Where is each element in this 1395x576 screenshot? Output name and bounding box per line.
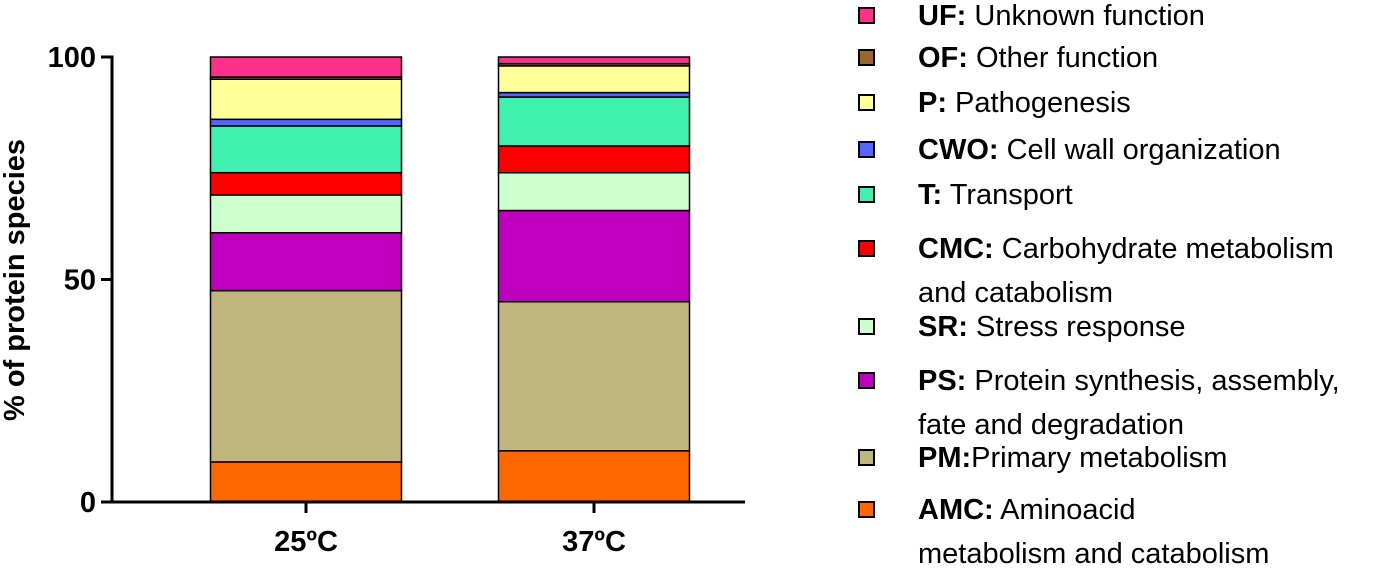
bar-segment-pm-0 [209, 289, 403, 463]
legend-swatch [858, 186, 875, 203]
legend-code: T: [918, 179, 943, 211]
legend-code: P: [918, 87, 947, 119]
y-tick-label: 100 [48, 42, 96, 74]
legend-swatch [858, 372, 875, 389]
bar-segment-amc-0 [209, 461, 403, 503]
legend-label-line: P: Pathogenesis [918, 81, 1131, 125]
legend-code: OF: [918, 42, 968, 74]
legend-code: CMC: [918, 233, 994, 265]
legend-label-line: metabolism and catabolism [918, 532, 1269, 576]
legend-description: Protein synthesis, assembly, [966, 365, 1340, 397]
legend-label-line: PS: Protein synthesis, assembly, [918, 359, 1340, 403]
y-tick-label: 50 [64, 265, 96, 297]
bar-segment-sr-0 [209, 194, 403, 234]
bar-segment-pm-1 [497, 301, 691, 452]
bar-segment-ps-0 [209, 232, 403, 292]
legend-label-line: T: Transport [918, 173, 1073, 217]
bar-segment-t-0 [209, 125, 403, 174]
x-axis-ticks: 25ºC 37ºC [274, 502, 626, 558]
legend-code: AMC: [918, 494, 994, 526]
legend-label-line: AMC: Aminoacid [918, 488, 1136, 532]
legend-description: fate and degradation [918, 409, 1185, 441]
legend-description: Other function [967, 42, 1159, 74]
legend-label-line: SR: Stress response [918, 305, 1186, 349]
bars-group [209, 56, 691, 503]
legend-description: and catabolism [918, 277, 1114, 309]
legend-label-line: and catabolism [918, 271, 1113, 315]
legend-description: metabolism and catabolism [918, 538, 1270, 570]
legend-description: Transport [942, 179, 1073, 211]
legend-description: Unknown function [966, 0, 1205, 32]
bar-segment-ps-1 [497, 209, 691, 303]
legend-description: Cell wall organization [998, 134, 1281, 166]
bar-segment-t-1 [497, 96, 691, 147]
bar-segment-cmc-0 [209, 171, 403, 196]
legend-swatch [858, 7, 875, 24]
legend-label-line: OF: Other function [918, 36, 1158, 80]
bar-segment-p-0 [209, 78, 403, 121]
legend-swatch [858, 94, 875, 111]
legend-description: Stress response [967, 311, 1186, 343]
legend-code: CWO: [918, 134, 999, 166]
legend-code: SR: [918, 311, 968, 343]
y-axis-label: % of protein species [0, 139, 31, 421]
legend-code: PM: [918, 442, 972, 474]
legend-description: Primary metabolism [971, 442, 1228, 474]
legend-swatch [858, 240, 875, 257]
x-tick-label: 37ºC [562, 526, 626, 558]
legend-label-line: CWO: Cell wall organization [918, 128, 1281, 172]
bar-segment-p-1 [497, 65, 691, 94]
legend-description: Aminoacid [993, 494, 1136, 526]
legend-label-line: fate and degradation [918, 403, 1184, 447]
legend-label-line: CMC: Carbohydrate metabolism [918, 227, 1334, 271]
legend-description: Carbohydrate metabolism [993, 233, 1334, 265]
legend-label-line: UF: Unknown function [918, 0, 1205, 38]
y-tick-label: 0 [80, 487, 96, 519]
bar-segment-uf-1 [497, 56, 691, 65]
legend-description: Pathogenesis [947, 87, 1131, 119]
bar-segment-uf-0 [209, 56, 403, 78]
y-axis-ticks: 0 50 100 [48, 42, 112, 519]
x-tick-label: 25ºC [274, 526, 338, 558]
legend-code: UF: [918, 0, 967, 32]
legend-swatch [858, 318, 875, 335]
legend-swatch [858, 141, 875, 158]
legend-code: PS: [918, 365, 967, 397]
legend-swatch [858, 449, 875, 466]
bar-segment-amc-1 [497, 450, 691, 503]
legend-label-line: PM:Primary metabolism [918, 436, 1227, 480]
legend-swatch [858, 501, 875, 518]
bar-segment-sr-1 [497, 171, 691, 212]
bar-segment-cwo-0 [209, 118, 403, 127]
bar-segment-cmc-1 [497, 145, 691, 174]
stacked-bar-chart: 0 50 100 25ºC 37ºC % of protein species [0, 42, 745, 558]
legend-swatch [858, 49, 875, 66]
